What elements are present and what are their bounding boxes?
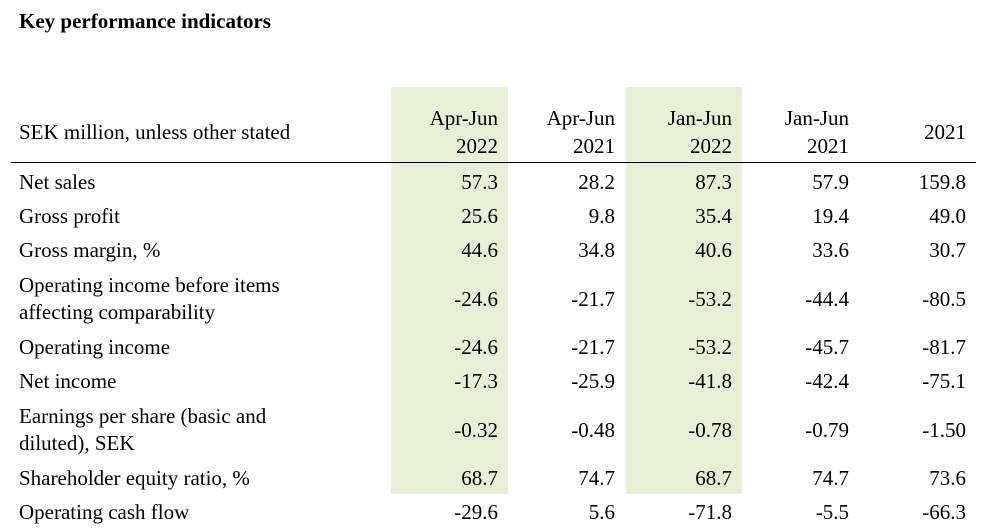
cell-value: 57.3 — [461, 170, 498, 194]
cell-value: -25.9 — [571, 369, 615, 393]
row-label-line: Earnings per share (basic and — [19, 403, 267, 428]
table-row: Gross profit 25.6 9.8 35.4 19.4 49.0 — [11, 199, 976, 233]
column-header-period: Apr-Jun — [546, 106, 615, 130]
cell-value: -53.2 — [688, 335, 732, 359]
cell-value: 9.8 — [588, 204, 615, 228]
row-label: Net sales — [19, 170, 96, 194]
cell-value: 74.7 — [578, 466, 615, 490]
cell-value: -1.50 — [922, 417, 966, 442]
cell-value: 44.6 — [461, 238, 498, 262]
row-label: Operating income — [19, 335, 171, 359]
cell-value: -53.2 — [688, 286, 732, 311]
column-header: Apr-Jun 2021 — [508, 87, 625, 163]
column-header: Apr-Jun 2022 — [391, 87, 508, 163]
page-title: Key performance indicators — [19, 9, 271, 33]
table-row: Operating income before items affecting … — [11, 267, 976, 330]
row-label-line: Operating income before items — [19, 272, 280, 297]
row-label: Gross margin, % — [19, 238, 161, 262]
cell-value: -24.6 — [454, 286, 498, 311]
header-unit-label: SEK million, unless other stated — [11, 87, 391, 163]
cell-value: -45.7 — [805, 335, 849, 359]
table-row: Earnings per share (basic and diluted), … — [11, 398, 976, 461]
cell-value: -66.3 — [922, 500, 966, 524]
cell-value: -0.32 — [454, 417, 498, 442]
cell-value: 5.6 — [588, 500, 615, 524]
cell-value: -5.5 — [815, 500, 849, 524]
column-header-year: 2022 — [690, 134, 732, 158]
cell-value: 35.4 — [695, 204, 732, 228]
row-label: Earnings per share (basic and diluted), … — [11, 398, 391, 461]
column-header-period: Apr-Jun — [429, 106, 498, 130]
cell-value: -29.6 — [454, 500, 498, 524]
cell-value: 40.6 — [695, 238, 732, 262]
cell-value: -42.4 — [805, 369, 849, 393]
cell-value: -75.1 — [922, 369, 966, 393]
column-header-year: 2021 — [573, 134, 615, 158]
cell-value: -44.4 — [805, 286, 849, 311]
cell-value: 87.3 — [695, 170, 732, 194]
column-header-year: 2021 — [924, 119, 966, 144]
column-header: Jan-Jun 2022 — [625, 87, 742, 163]
row-label: Operating income before items affecting … — [11, 267, 391, 330]
cell-value: -41.8 — [688, 369, 732, 393]
column-header-year: 2021 — [807, 134, 849, 158]
cell-value: 34.8 — [578, 238, 615, 262]
column-header: 2021 — [859, 87, 976, 163]
cell-value: 68.7 — [461, 466, 498, 490]
cell-value: -17.3 — [454, 369, 498, 393]
cell-value: -0.78 — [688, 417, 732, 442]
row-label: Net income — [19, 369, 117, 393]
table-row: Shareholder equity ratio, % 68.7 74.7 68… — [11, 461, 976, 495]
cell-value: -0.79 — [805, 417, 849, 442]
cell-value: 30.7 — [929, 238, 966, 262]
column-header-period: Jan-Jun — [667, 106, 732, 130]
cell-value: -24.6 — [454, 335, 498, 359]
table-row: Net income -17.3 -25.9 -41.8 -42.4 -75.1 — [11, 364, 976, 398]
cell-value: 25.6 — [461, 204, 498, 228]
cell-value: 73.6 — [929, 466, 966, 490]
cell-value: 28.2 — [578, 170, 615, 194]
row-label-line: affecting comparability — [19, 299, 216, 324]
cell-value: 57.9 — [812, 170, 849, 194]
cell-value: 19.4 — [812, 204, 849, 228]
cell-value: 68.7 — [695, 466, 732, 490]
row-label: Shareholder equity ratio, % — [19, 466, 250, 490]
table-row: Net sales 57.3 28.2 87.3 57.9 159.8 — [11, 163, 976, 200]
row-label: Operating cash flow — [19, 500, 190, 524]
cell-value: 74.7 — [812, 466, 849, 490]
kpi-table: SEK million, unless other stated Apr-Jun… — [11, 87, 976, 529]
cell-value: -80.5 — [922, 286, 966, 311]
row-label-line: diluted), SEK — [19, 430, 135, 455]
cell-value: -21.7 — [571, 335, 615, 359]
row-label: Gross profit — [19, 204, 120, 228]
table-row: Operating income -24.6 -21.7 -53.2 -45.7… — [11, 330, 976, 364]
column-header-period: Jan-Jun — [784, 106, 849, 130]
column-header: Jan-Jun 2021 — [742, 87, 859, 163]
table-row: Operating cash flow -29.6 5.6 -71.8 -5.5… — [11, 495, 976, 529]
cell-value: -21.7 — [571, 286, 615, 311]
cell-value: 49.0 — [929, 204, 966, 228]
table-row: Gross margin, % 44.6 34.8 40.6 33.6 30.7 — [11, 233, 976, 267]
cell-value: -71.8 — [688, 500, 732, 524]
cell-value: 159.8 — [918, 170, 966, 194]
cell-value: -0.48 — [571, 417, 615, 442]
column-header-year: 2022 — [456, 134, 498, 158]
table-header-row: SEK million, unless other stated Apr-Jun… — [11, 87, 976, 163]
cell-value: 33.6 — [812, 238, 849, 262]
cell-value: -81.7 — [922, 335, 966, 359]
